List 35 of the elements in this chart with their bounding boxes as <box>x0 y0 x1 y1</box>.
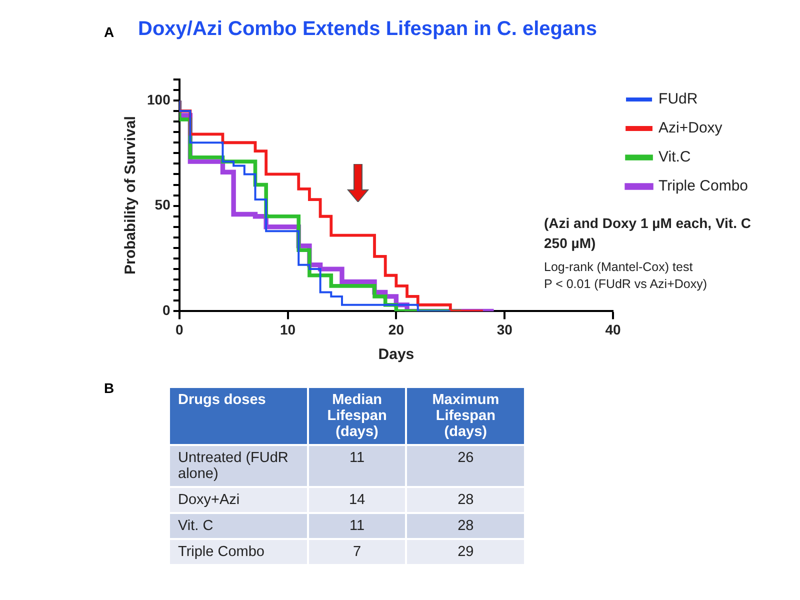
legend-label: Triple Combo <box>658 178 748 195</box>
text: B <box>104 380 114 396</box>
x-axis-title: Days <box>378 346 414 364</box>
data-label: 11 <box>308 513 406 539</box>
data-label: 14 <box>308 487 406 513</box>
data-label: 11 <box>308 445 406 487</box>
category-label: Vit. C <box>169 513 308 539</box>
data-label: 26 <box>406 445 525 487</box>
x-tick-label: 20 <box>388 321 404 338</box>
series-label: Median Lifespan (days) <box>308 387 406 445</box>
data-label: 29 <box>406 539 525 565</box>
annotation: Log-rank (Mantel-Cox) test <box>544 259 694 276</box>
text: A <box>104 24 114 40</box>
series-label: Maximum Lifespan (days) <box>406 387 525 445</box>
chart-title: Doxy/Azi Combo Extends Lifespan in C. elegans <box>138 18 597 41</box>
category-label: Doxy+Azi <box>169 487 308 513</box>
y-tick-label: 50 <box>154 196 171 213</box>
x-tick-label: 30 <box>496 321 513 338</box>
data-label: 7 <box>308 539 406 565</box>
data-label: 28 <box>406 487 525 513</box>
x-tick-label: 10 <box>280 321 296 338</box>
x-tick-label: 0 <box>175 321 184 338</box>
x-tick-label: 40 <box>605 321 622 338</box>
category-label: Untreated (FUdR alone) <box>169 445 308 487</box>
data-label: 28 <box>406 513 525 539</box>
y-axis-title: Probability of Survival <box>122 116 140 274</box>
annotation: P < 0.01 (FUdR vs Azi+Doxy) <box>544 276 708 293</box>
category-label: Triple Combo <box>169 539 308 565</box>
legend-label: FUdR <box>658 90 698 108</box>
legend-title: Drugs doses <box>169 387 308 445</box>
legend-label: Azi+Doxy <box>658 120 723 137</box>
legend-label: Vit.C <box>658 148 691 166</box>
y-tick-label: 0 <box>162 302 171 318</box>
y-tick-label: 100 <box>147 91 171 108</box>
annotation: (Azi and Doxy 1 µM each, Vit. C 250 µM) <box>544 214 752 253</box>
